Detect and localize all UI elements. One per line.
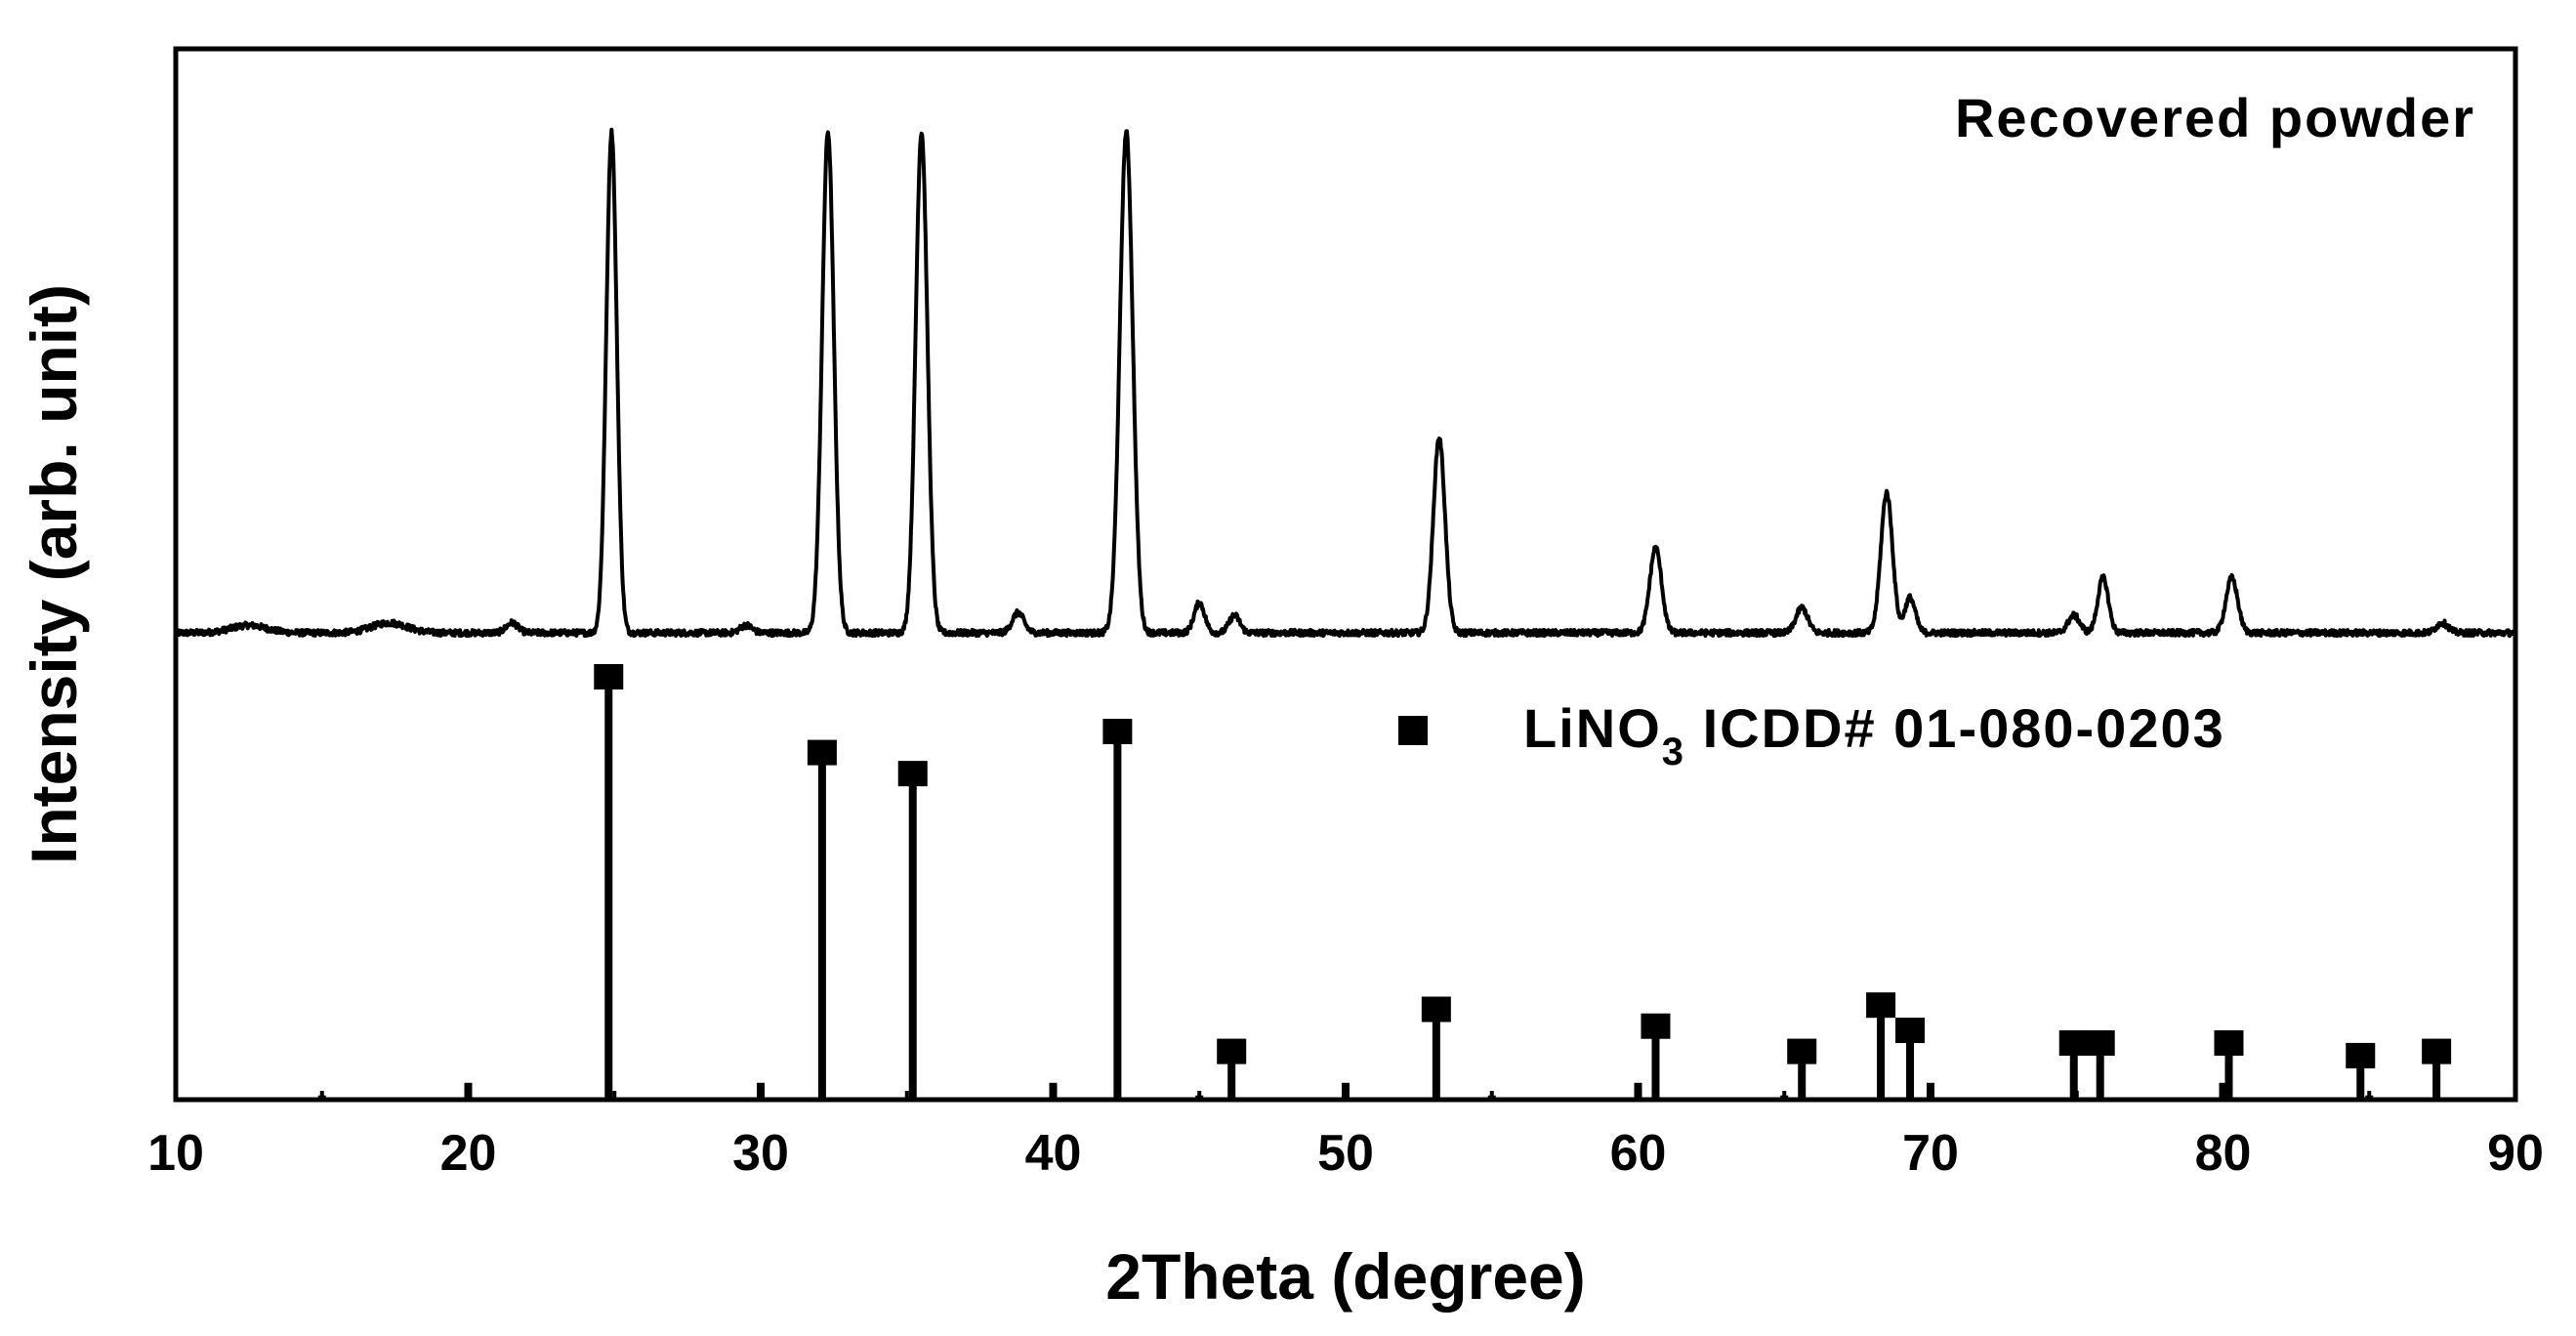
reference-marker: [2085, 1029, 2115, 1056]
reference-marker: [2422, 1038, 2452, 1065]
reference-marker: [1421, 996, 1451, 1023]
x-tick-label-10: 10: [147, 1125, 204, 1182]
reference-marker: [1641, 1013, 1671, 1039]
x-axis-tick-labels: 10 20 30 40 50 60 70 80 90: [147, 1125, 2544, 1182]
legend-label: LiNO3 ICDD# 01-080-0203: [1523, 697, 2225, 773]
reference-marker: [1102, 719, 1133, 745]
legend-label-subscript: 3: [1662, 731, 1685, 773]
x-tick-label-40: 40: [1025, 1125, 1082, 1182]
reference-marker: [1895, 1018, 1926, 1044]
reference-marker: [2346, 1042, 2376, 1068]
pattern-line: [174, 127, 2517, 639]
reference-marker: [897, 761, 928, 787]
reference-marker: [2058, 1029, 2089, 1056]
reference-marker: [807, 739, 837, 766]
plot-frame: [173, 46, 2518, 1103]
y-axis-title: Intensity (arb. unit): [18, 284, 90, 864]
reference-marker: [594, 664, 624, 689]
x-axis-title: 2Theta (degree): [1105, 1240, 1585, 1313]
x-axis-ticks: [173, 1084, 2518, 1100]
reference-markers: [594, 664, 2452, 1068]
legend-label-main: LiNO: [1523, 697, 1662, 759]
pattern-label: Recovered powder: [1955, 87, 2475, 148]
reference-marker: [1787, 1038, 1817, 1065]
x-tick-label-80: 80: [2195, 1125, 2252, 1182]
reference-marker: [1217, 1038, 1247, 1065]
x-tick-label-60: 60: [1610, 1125, 1667, 1182]
legend-label-suffix: ICDD# 01-080-0203: [1685, 697, 2225, 759]
x-tick-label-20: 20: [440, 1125, 497, 1182]
legend-marker: [1398, 716, 1428, 745]
x-tick-label-30: 30: [732, 1125, 789, 1182]
x-tick-label-50: 50: [1317, 1125, 1374, 1182]
reference-marker: [1866, 992, 1896, 1019]
x-tick-label-90: 90: [2487, 1125, 2544, 1182]
reference-marker: [2214, 1029, 2244, 1056]
x-tick-label-70: 70: [1902, 1125, 1959, 1182]
